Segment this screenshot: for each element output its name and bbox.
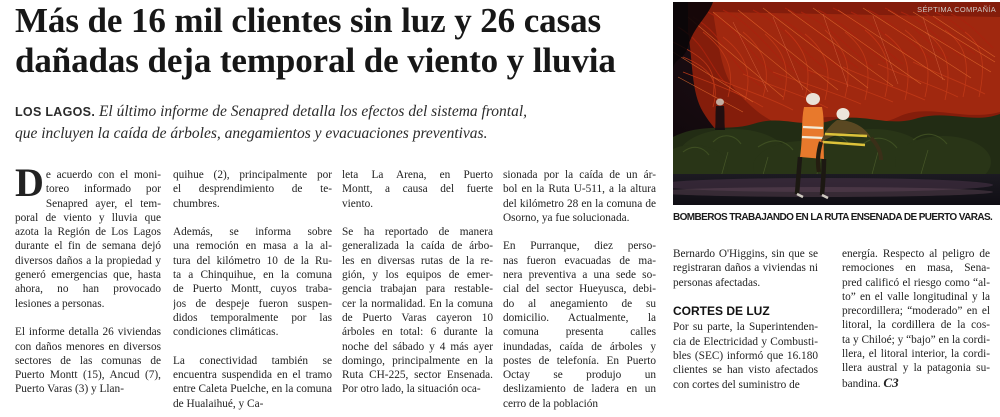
svg-text:SÉPTIMA COMPAÑÍA: SÉPTIMA COMPAÑÍA xyxy=(917,5,996,14)
